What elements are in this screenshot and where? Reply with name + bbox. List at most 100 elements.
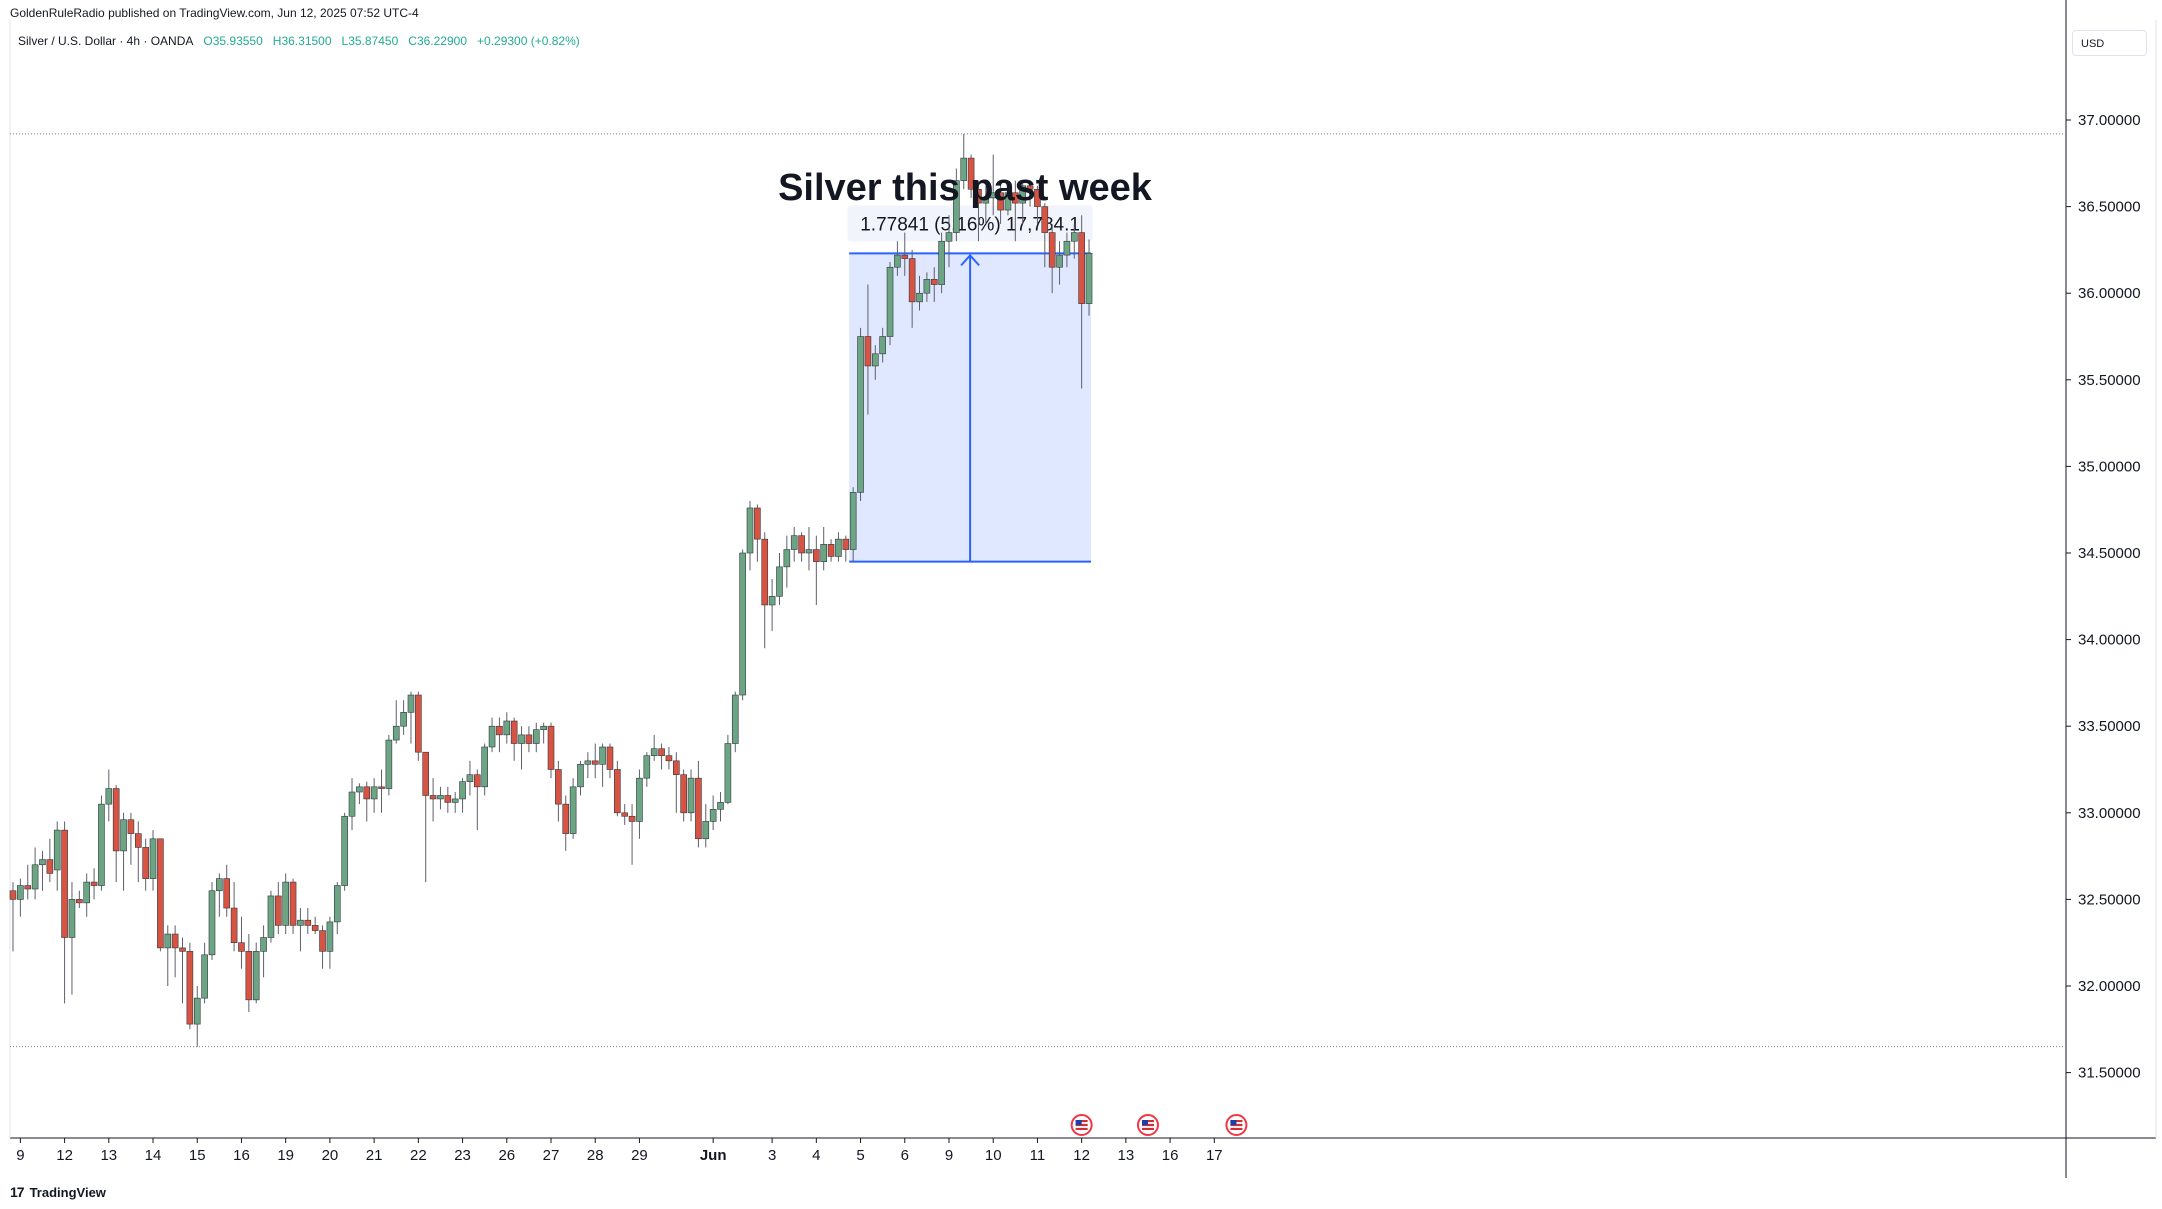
candle-body bbox=[871, 353, 879, 367]
publisher-info: GoldenRuleRadio published on TradingView… bbox=[10, 6, 419, 20]
candle-body bbox=[9, 890, 17, 900]
currency-selector[interactable]: USD bbox=[2072, 30, 2147, 56]
x-tick-label: 9 bbox=[16, 1147, 24, 1164]
candle-body bbox=[422, 751, 430, 796]
tradingview-logo-icon: 17 bbox=[10, 1184, 25, 1200]
candle-body bbox=[842, 538, 850, 550]
candle-body bbox=[1012, 192, 1019, 204]
candle-body bbox=[385, 739, 393, 789]
candle-body bbox=[474, 774, 481, 788]
x-tick-label: 23 bbox=[454, 1147, 471, 1164]
candle-body bbox=[650, 748, 658, 756]
x-tick-label: 29 bbox=[631, 1147, 648, 1164]
candle-body bbox=[83, 881, 90, 904]
candle-body bbox=[849, 492, 857, 550]
candle-body bbox=[1070, 232, 1078, 242]
candle-body bbox=[577, 764, 584, 788]
candle-body bbox=[157, 838, 164, 949]
candle-body bbox=[415, 694, 422, 753]
candle-body bbox=[555, 769, 562, 805]
candle-body bbox=[201, 954, 208, 999]
candle-body bbox=[886, 266, 894, 337]
candle-body bbox=[245, 951, 253, 1001]
candle-body bbox=[179, 947, 186, 952]
candle-body bbox=[437, 795, 444, 800]
x-tick-label: 20 bbox=[322, 1147, 339, 1164]
candle-body bbox=[149, 838, 157, 879]
tradingview-logo[interactable]: 17 TradingView bbox=[10, 1184, 106, 1200]
candle-body bbox=[370, 786, 378, 800]
candle-body bbox=[739, 552, 746, 696]
candle-body bbox=[835, 538, 842, 557]
candle-body bbox=[908, 258, 916, 303]
candle-body bbox=[39, 859, 46, 866]
x-tick-label: 16 bbox=[233, 1147, 250, 1164]
y-tick-label: 32.00000 bbox=[2078, 978, 2141, 995]
symbol-legend: Silver / U.S. Dollar · 4h · OANDA O35.93… bbox=[18, 34, 580, 48]
measure-arrow-head bbox=[960, 253, 980, 267]
candle-body bbox=[790, 535, 798, 550]
flag-stripe bbox=[1230, 1128, 1243, 1130]
candle-body bbox=[282, 881, 289, 926]
candle-body bbox=[1085, 253, 1093, 304]
symbol-name[interactable]: Silver / U.S. Dollar · 4h · OANDA bbox=[18, 34, 194, 48]
y-tick-label: 37.00000 bbox=[2078, 112, 2141, 129]
candle-body bbox=[510, 720, 518, 744]
us-flag-icon[interactable] bbox=[1225, 1114, 1248, 1136]
x-tick-label: 12 bbox=[56, 1147, 73, 1164]
candle-body bbox=[90, 881, 98, 886]
x-tick-label: 21 bbox=[366, 1147, 383, 1164]
candle-body bbox=[76, 899, 83, 904]
ohlc-low: L35.87450 bbox=[341, 34, 399, 48]
candle-body bbox=[319, 930, 326, 952]
candle-body bbox=[341, 815, 348, 886]
us-flag-icon[interactable] bbox=[1070, 1114, 1093, 1136]
candle-body bbox=[289, 881, 297, 926]
x-tick-label: 9 bbox=[945, 1147, 953, 1164]
candle-body bbox=[127, 819, 135, 834]
x-tick-label: 10 bbox=[985, 1147, 1002, 1164]
candle-body bbox=[857, 336, 864, 493]
candle-body bbox=[658, 748, 665, 756]
candle-body bbox=[709, 809, 717, 822]
candle-body bbox=[569, 786, 577, 834]
candle-body bbox=[636, 777, 643, 822]
flag-stripe bbox=[1075, 1128, 1088, 1130]
candle-body bbox=[614, 769, 621, 814]
candle-body bbox=[960, 157, 968, 181]
candle-body bbox=[378, 786, 385, 789]
y-tick-label: 35.00000 bbox=[2078, 458, 2141, 475]
candle-body bbox=[518, 734, 525, 744]
candle-body bbox=[164, 933, 172, 949]
candle-body bbox=[702, 821, 710, 840]
candle-body bbox=[916, 292, 923, 303]
y-tick-label: 34.00000 bbox=[2078, 632, 2141, 649]
candle-body bbox=[459, 781, 466, 800]
candle-body bbox=[628, 815, 636, 822]
y-tick-label: 36.00000 bbox=[2078, 285, 2141, 302]
x-tick-label: 6 bbox=[901, 1147, 909, 1164]
candle-body bbox=[142, 847, 149, 879]
candle-body bbox=[392, 725, 400, 741]
x-tick-label: 4 bbox=[812, 1147, 820, 1164]
candle-body bbox=[606, 746, 614, 770]
x-tick-label: 22 bbox=[410, 1147, 427, 1164]
us-flag-icon[interactable] bbox=[1136, 1114, 1159, 1136]
candle-body bbox=[672, 760, 680, 775]
candle-body bbox=[953, 180, 960, 233]
candle-body bbox=[894, 254, 901, 268]
candle-body bbox=[333, 885, 341, 923]
flag-canton bbox=[1075, 1120, 1082, 1125]
candle-body bbox=[429, 795, 437, 800]
candle-body bbox=[665, 755, 673, 762]
candle-body bbox=[621, 812, 629, 817]
candle-body bbox=[989, 192, 997, 199]
candle-body bbox=[267, 895, 275, 938]
x-tick-label: 15 bbox=[189, 1147, 206, 1164]
x-tick-label: 5 bbox=[856, 1147, 864, 1164]
ohlc-high: H36.31500 bbox=[272, 34, 332, 48]
candle-body bbox=[901, 254, 909, 259]
candle-body bbox=[532, 729, 540, 744]
candle-body bbox=[547, 725, 555, 770]
